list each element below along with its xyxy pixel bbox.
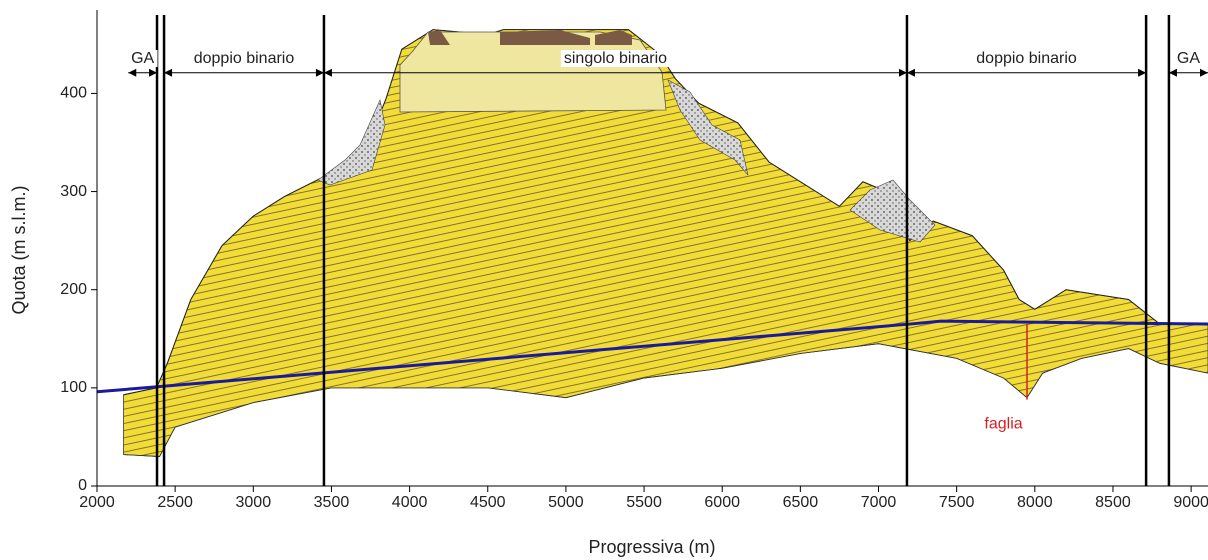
scree	[317, 99, 386, 186]
x-tick-label: 8000	[1017, 494, 1053, 511]
y-tick-label: 0	[78, 477, 87, 494]
label-bg	[560, 50, 671, 68]
section-label: GA	[1177, 50, 1200, 67]
x-tick-label: 8500	[1095, 494, 1131, 511]
x-tick-label: 7500	[939, 494, 975, 511]
x-tick-label: 3500	[314, 494, 350, 511]
geology-base	[123, 343, 1208, 457]
decoration	[317, 30, 936, 243]
arrow-head	[149, 68, 158, 77]
section-label: GA	[131, 50, 154, 67]
x-axis-title: Progressiva (m)	[588, 537, 715, 557]
label-bg	[128, 50, 158, 68]
cap-band	[595, 30, 632, 45]
arrow-head	[1200, 68, 1208, 77]
x-tick-label: 4000	[392, 494, 428, 511]
arrow-head	[323, 68, 332, 77]
geology-body	[123, 29, 1208, 457]
scree	[667, 79, 749, 176]
x-tick-label: 2000	[79, 494, 115, 511]
x-tick-label: 7000	[861, 494, 897, 511]
ground-surface	[123, 29, 1208, 396]
y-tick-label: 100	[60, 379, 87, 396]
x-tick-label: 6500	[783, 494, 819, 511]
arrow-head	[1168, 68, 1177, 77]
label-bg	[190, 50, 298, 68]
y-axis-title: Quota (m s.l.m.)	[9, 185, 29, 314]
arrow-head	[164, 68, 173, 77]
x-tick-label: 3000	[236, 494, 272, 511]
arrow-head	[128, 68, 137, 77]
tunnel-line	[97, 319, 1208, 394]
y-tick-label: 400	[60, 85, 87, 102]
arrow-head	[1138, 68, 1147, 77]
x-tick-label: 5000	[548, 494, 584, 511]
label-bg	[973, 50, 1080, 68]
fault-label: faglia	[984, 415, 1022, 432]
label-bg	[1173, 50, 1204, 68]
plot-area	[97, 29, 1208, 457]
x-tick-label: 2500	[157, 494, 193, 511]
cap-band	[500, 30, 590, 45]
x-tick-label: 5500	[626, 494, 662, 511]
section-label: singolo binario	[564, 50, 667, 67]
section-label: doppio binario	[976, 50, 1077, 67]
x-tick-label: 6000	[704, 494, 740, 511]
arrow-head	[315, 68, 324, 77]
arrow-head	[898, 68, 907, 77]
scree	[849, 179, 936, 243]
y-tick-label: 200	[60, 281, 87, 298]
x-tick-label: 4500	[470, 494, 506, 511]
section-label: doppio binario	[194, 50, 295, 67]
cap-band	[428, 30, 450, 45]
y-tick-label: 300	[60, 183, 87, 200]
x-tick-label: 9000	[1173, 494, 1208, 511]
arrow-head	[906, 68, 915, 77]
